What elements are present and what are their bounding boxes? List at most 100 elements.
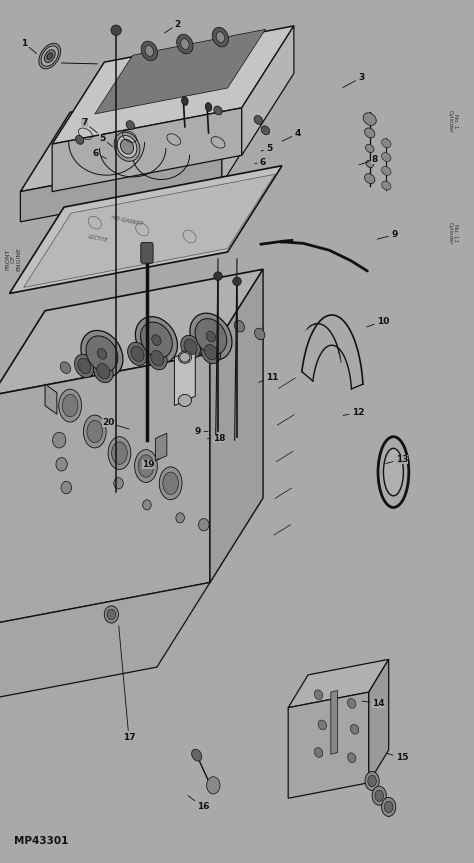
Ellipse shape xyxy=(78,358,91,374)
Ellipse shape xyxy=(117,135,137,158)
Text: 17: 17 xyxy=(119,626,135,742)
Text: 4: 4 xyxy=(282,129,301,142)
Text: 9: 9 xyxy=(377,230,398,239)
Text: 11: 11 xyxy=(259,374,279,382)
Ellipse shape xyxy=(382,153,391,161)
Ellipse shape xyxy=(365,173,375,184)
Ellipse shape xyxy=(216,32,225,42)
Ellipse shape xyxy=(182,97,188,105)
Text: 20: 20 xyxy=(102,419,129,429)
Ellipse shape xyxy=(382,181,391,190)
Ellipse shape xyxy=(233,277,241,286)
Ellipse shape xyxy=(366,161,374,167)
Ellipse shape xyxy=(151,350,164,366)
Polygon shape xyxy=(24,174,275,287)
Text: 18: 18 xyxy=(208,434,225,443)
Ellipse shape xyxy=(163,472,178,494)
Ellipse shape xyxy=(143,500,151,510)
Polygon shape xyxy=(9,166,282,293)
Polygon shape xyxy=(155,433,167,461)
Ellipse shape xyxy=(39,43,61,69)
Ellipse shape xyxy=(56,457,67,471)
Ellipse shape xyxy=(181,39,189,49)
Ellipse shape xyxy=(111,25,121,35)
Text: 6: 6 xyxy=(92,149,107,159)
Ellipse shape xyxy=(60,362,71,374)
Ellipse shape xyxy=(178,394,191,406)
Ellipse shape xyxy=(104,606,118,623)
Polygon shape xyxy=(222,74,272,184)
Text: 12: 12 xyxy=(343,408,364,417)
Ellipse shape xyxy=(212,28,228,47)
Ellipse shape xyxy=(135,450,157,482)
Polygon shape xyxy=(20,74,272,192)
Ellipse shape xyxy=(184,339,197,355)
Polygon shape xyxy=(0,269,263,395)
Polygon shape xyxy=(95,29,265,114)
Ellipse shape xyxy=(195,318,227,355)
Text: LOCTITE: LOCTITE xyxy=(88,234,109,243)
Ellipse shape xyxy=(191,749,202,761)
Ellipse shape xyxy=(63,394,78,417)
Ellipse shape xyxy=(131,346,144,362)
Ellipse shape xyxy=(382,139,391,148)
Ellipse shape xyxy=(159,467,182,500)
Polygon shape xyxy=(52,108,242,192)
Ellipse shape xyxy=(114,478,123,488)
Ellipse shape xyxy=(138,455,154,477)
Text: 7: 7 xyxy=(81,118,97,133)
Ellipse shape xyxy=(201,341,221,363)
Ellipse shape xyxy=(75,135,84,144)
Text: No. 11
Cylinder: No. 11 Cylinder xyxy=(447,222,458,244)
Text: 13: 13 xyxy=(386,455,408,463)
Text: MP43301: MP43301 xyxy=(14,835,69,846)
Ellipse shape xyxy=(176,513,184,523)
Ellipse shape xyxy=(205,103,212,111)
Text: 3: 3 xyxy=(343,73,365,87)
Text: 5: 5 xyxy=(99,134,112,147)
Text: 8: 8 xyxy=(359,155,378,165)
Ellipse shape xyxy=(181,336,201,358)
Text: 5: 5 xyxy=(261,144,273,153)
Ellipse shape xyxy=(347,753,356,763)
Text: 16: 16 xyxy=(188,796,209,811)
Ellipse shape xyxy=(314,690,323,700)
Ellipse shape xyxy=(382,167,391,175)
Ellipse shape xyxy=(93,360,113,382)
Ellipse shape xyxy=(180,352,190,362)
Ellipse shape xyxy=(147,347,167,369)
Ellipse shape xyxy=(61,482,72,494)
Ellipse shape xyxy=(383,449,403,495)
Ellipse shape xyxy=(214,272,222,280)
Polygon shape xyxy=(331,690,337,754)
Ellipse shape xyxy=(214,106,222,115)
Ellipse shape xyxy=(363,113,376,125)
Polygon shape xyxy=(174,348,195,406)
Text: 19: 19 xyxy=(142,458,159,469)
Text: 2: 2 xyxy=(164,20,181,33)
Text: 1: 1 xyxy=(20,39,36,54)
Ellipse shape xyxy=(107,609,116,620)
Polygon shape xyxy=(52,26,294,144)
Ellipse shape xyxy=(234,320,245,332)
Polygon shape xyxy=(210,269,263,583)
Ellipse shape xyxy=(152,335,161,345)
Polygon shape xyxy=(242,26,294,155)
Text: No. 1
Cylinder: No. 1 Cylinder xyxy=(447,110,458,132)
Ellipse shape xyxy=(87,420,102,443)
Ellipse shape xyxy=(59,389,82,422)
Ellipse shape xyxy=(177,35,193,54)
Polygon shape xyxy=(0,354,210,624)
Ellipse shape xyxy=(204,344,218,360)
Ellipse shape xyxy=(254,116,263,124)
Ellipse shape xyxy=(74,355,94,377)
Ellipse shape xyxy=(141,41,157,60)
Ellipse shape xyxy=(261,126,270,135)
Ellipse shape xyxy=(108,437,131,469)
Ellipse shape xyxy=(81,331,123,377)
Ellipse shape xyxy=(140,322,173,358)
Ellipse shape xyxy=(199,519,209,531)
Ellipse shape xyxy=(86,336,118,372)
Ellipse shape xyxy=(347,698,356,709)
Ellipse shape xyxy=(384,801,393,813)
